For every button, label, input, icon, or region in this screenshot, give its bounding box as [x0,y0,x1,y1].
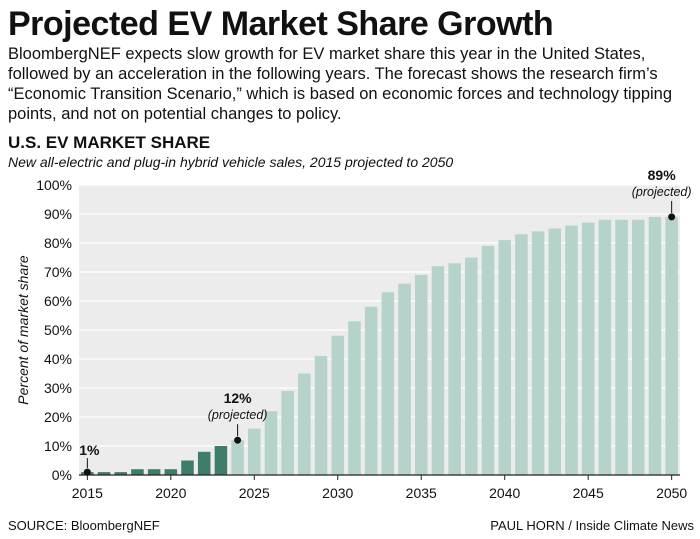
bar [598,219,612,475]
y-tick-label: 50% [44,322,72,338]
x-tick-label: 2035 [406,485,437,501]
bar [648,216,662,475]
page-title: Projected EV Market Share Growth [8,5,554,43]
bar [298,373,311,475]
annotation-note: (projected) [208,408,268,422]
bar [632,219,645,475]
chart-subtitle: New all-electric and plug-in hybrid vehi… [8,154,454,170]
x-tick-label: 2045 [573,485,604,501]
bar [364,306,378,475]
y-tick-label: 40% [44,351,72,367]
y-axis-label: Percent of market share [15,255,31,405]
x-tick-label: 2050 [656,485,687,501]
bar [615,219,628,475]
y-tick-label: 100% [36,177,72,193]
bar [515,234,528,475]
y-tick-label: 30% [44,380,72,396]
bar [197,451,211,475]
bar [498,240,511,475]
bar [665,216,678,475]
annotation-marker [83,468,91,476]
bar [248,428,261,475]
bar [331,335,345,475]
y-tick-label: 10% [44,438,72,454]
bar [131,469,144,475]
x-tick-label: 2025 [239,485,270,501]
bar [264,411,278,475]
x-tick-label: 2020 [155,485,186,501]
bar [565,225,578,475]
y-tick-label: 20% [44,409,72,425]
bar [214,446,228,475]
bar [348,321,361,475]
bar [381,292,395,475]
bar [97,472,111,475]
annotation-marker [668,213,676,221]
source-note: SOURCE: BloombergNEF [8,518,160,533]
intro-paragraph: BloombergNEF expects slow growth for EV … [8,45,673,123]
bar [398,283,411,475]
x-tick-label: 2030 [322,485,353,501]
y-tick-label: 90% [44,206,72,222]
y-tick-label: 60% [44,293,72,309]
annotation-value: 1% [79,442,100,458]
credit-note: PAUL HORN / Inside Climate News [490,518,694,533]
y-tick-label: 80% [44,235,72,251]
bar [181,460,194,475]
annotation-value: 12% [224,390,253,406]
annotation-marker [234,436,242,444]
annotation-note: (projected) [632,185,692,199]
bar [114,472,127,475]
bar [531,231,545,475]
bar [548,228,562,475]
bar [281,390,294,475]
x-tick-label: 2040 [489,485,520,501]
y-tick-label: 0% [52,467,72,483]
bar [448,263,461,475]
bar [314,356,328,475]
bar [231,440,244,475]
annotation-value: 89% [648,167,677,183]
chart-title: U.S. EV MARKET SHARE [8,133,211,152]
bar [465,257,478,475]
y-tick-label: 70% [44,264,72,280]
bar [581,222,595,475]
bar [431,266,445,475]
x-tick-label: 2015 [72,485,103,501]
bar [414,274,428,475]
bar [481,245,495,475]
bar [147,469,161,475]
bar [164,469,178,475]
